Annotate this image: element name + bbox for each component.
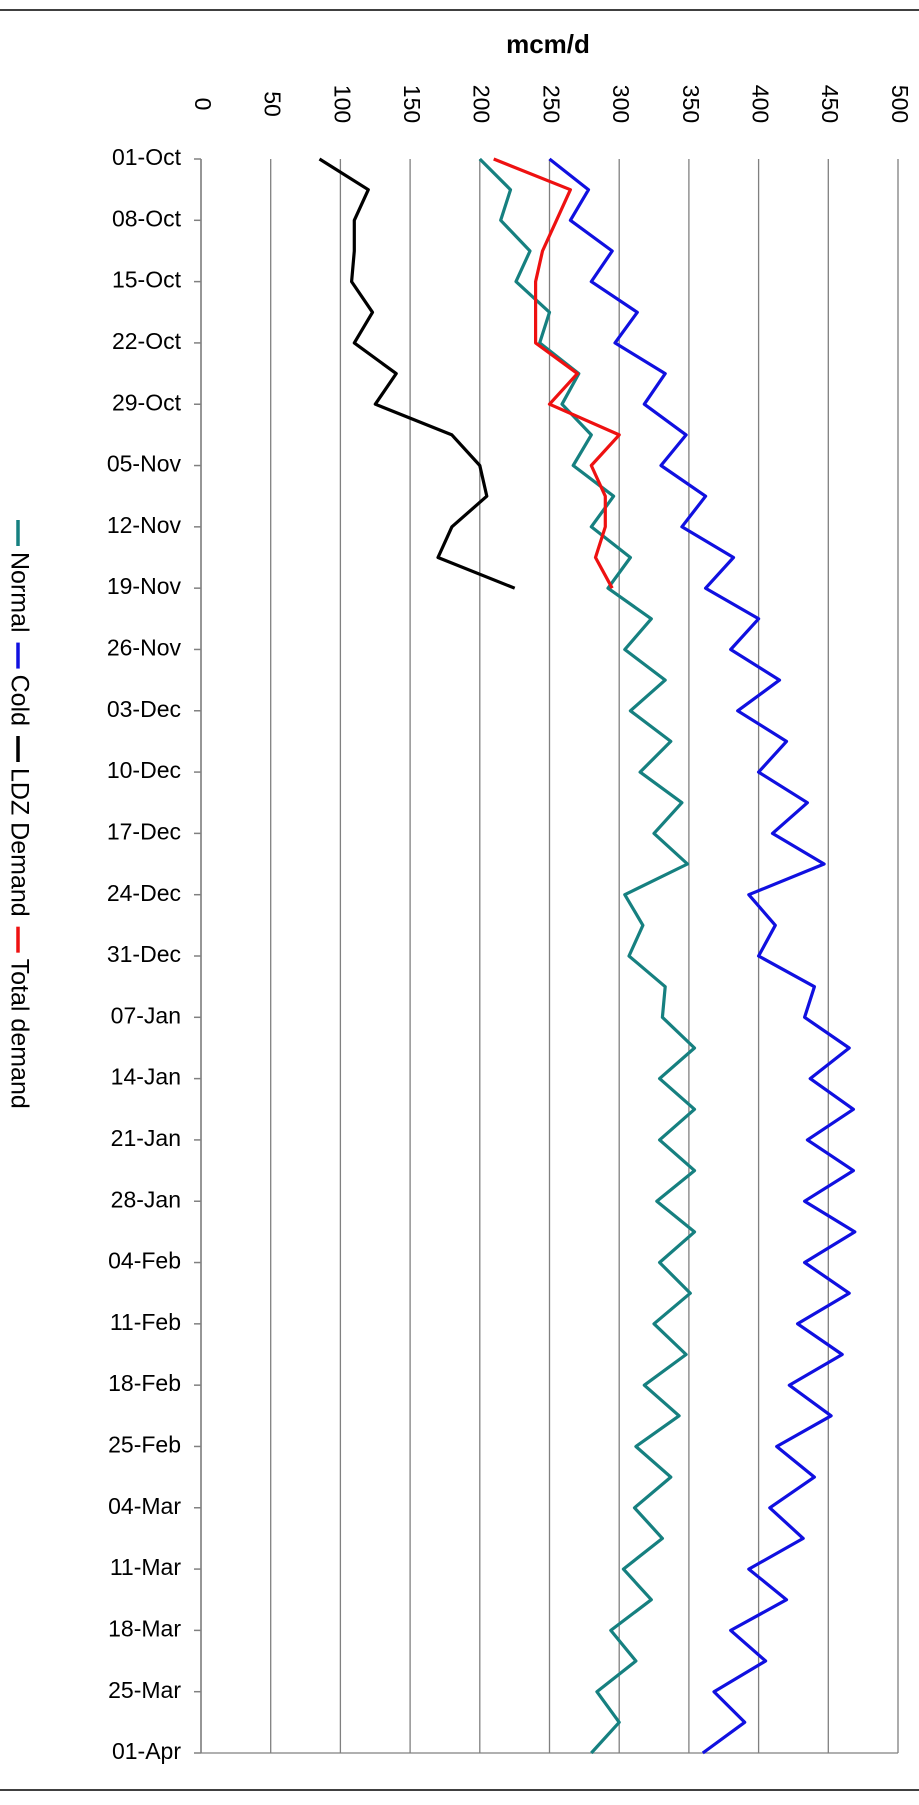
legend-label: LDZ Demand xyxy=(5,768,33,917)
x-tick-label: 21-Jan xyxy=(111,1125,181,1151)
x-tick-label: 15-Oct xyxy=(112,267,182,293)
x-tick-label: 18-Feb xyxy=(108,1370,181,1396)
y-tick-label: 100 xyxy=(329,85,355,123)
y-tick-label: 250 xyxy=(538,85,564,123)
x-tick-label: 05-Nov xyxy=(107,451,182,477)
x-tick-label: 01-Oct xyxy=(112,144,182,170)
x-tick-label: 22-Oct xyxy=(112,328,182,354)
x-tick-label: 12-Nov xyxy=(107,512,182,538)
x-tick-label: 11-Feb xyxy=(110,1309,181,1335)
x-tick-label: 25-Feb xyxy=(108,1432,181,1458)
series-line xyxy=(493,157,621,589)
series-line xyxy=(548,157,857,1755)
legend-label: Total demand xyxy=(5,959,33,1109)
x-tick-label: 26-Nov xyxy=(107,635,182,661)
series-line xyxy=(318,157,516,590)
x-tick-label: 18-Mar xyxy=(108,1615,181,1641)
x-tick-label: 19-Nov xyxy=(107,573,182,599)
legend: Normal Cold LDZ Demand Total demand xyxy=(5,520,33,1109)
x-tick-label: 01-Apr xyxy=(112,1738,181,1764)
y-tick-label: 400 xyxy=(748,85,774,123)
x-tick-label: 25-Mar xyxy=(108,1677,181,1703)
x-tick-label: 24-Dec xyxy=(107,880,181,906)
x-tick-label: 17-Dec xyxy=(107,818,181,844)
x-tick-label: 04-Mar xyxy=(108,1493,181,1519)
x-tick-label: 04-Feb xyxy=(108,1248,181,1274)
x-tick-label: 14-Jan xyxy=(111,1064,181,1090)
x-tick-label: 07-Jan xyxy=(111,1002,181,1028)
y-tick-label: 0 xyxy=(190,98,216,111)
x-tick-label: 29-Oct xyxy=(112,389,182,415)
y-tick-label: 50 xyxy=(260,91,286,117)
legend-label: Cold xyxy=(5,675,33,726)
x-tick-label: 31-Dec xyxy=(107,941,181,967)
y-tick-label: 500 xyxy=(887,85,913,123)
y-tick-label: 150 xyxy=(399,85,425,123)
y-tick-label: 450 xyxy=(817,85,843,123)
chart-title: mcm/d xyxy=(506,29,590,59)
x-tick-label: 28-Jan xyxy=(111,1186,181,1212)
y-tick-label: 350 xyxy=(678,85,704,123)
x-tick-label: 11-Mar xyxy=(110,1554,181,1580)
x-tick-label: 10-Dec xyxy=(107,757,181,783)
x-tick-label: 08-Oct xyxy=(112,205,182,231)
legend-label: Normal xyxy=(5,552,33,633)
series-line xyxy=(478,157,697,1755)
y-tick-label: 300 xyxy=(608,85,634,123)
x-tick-label: 03-Dec xyxy=(107,696,181,722)
y-tick-label: 200 xyxy=(469,85,495,123)
